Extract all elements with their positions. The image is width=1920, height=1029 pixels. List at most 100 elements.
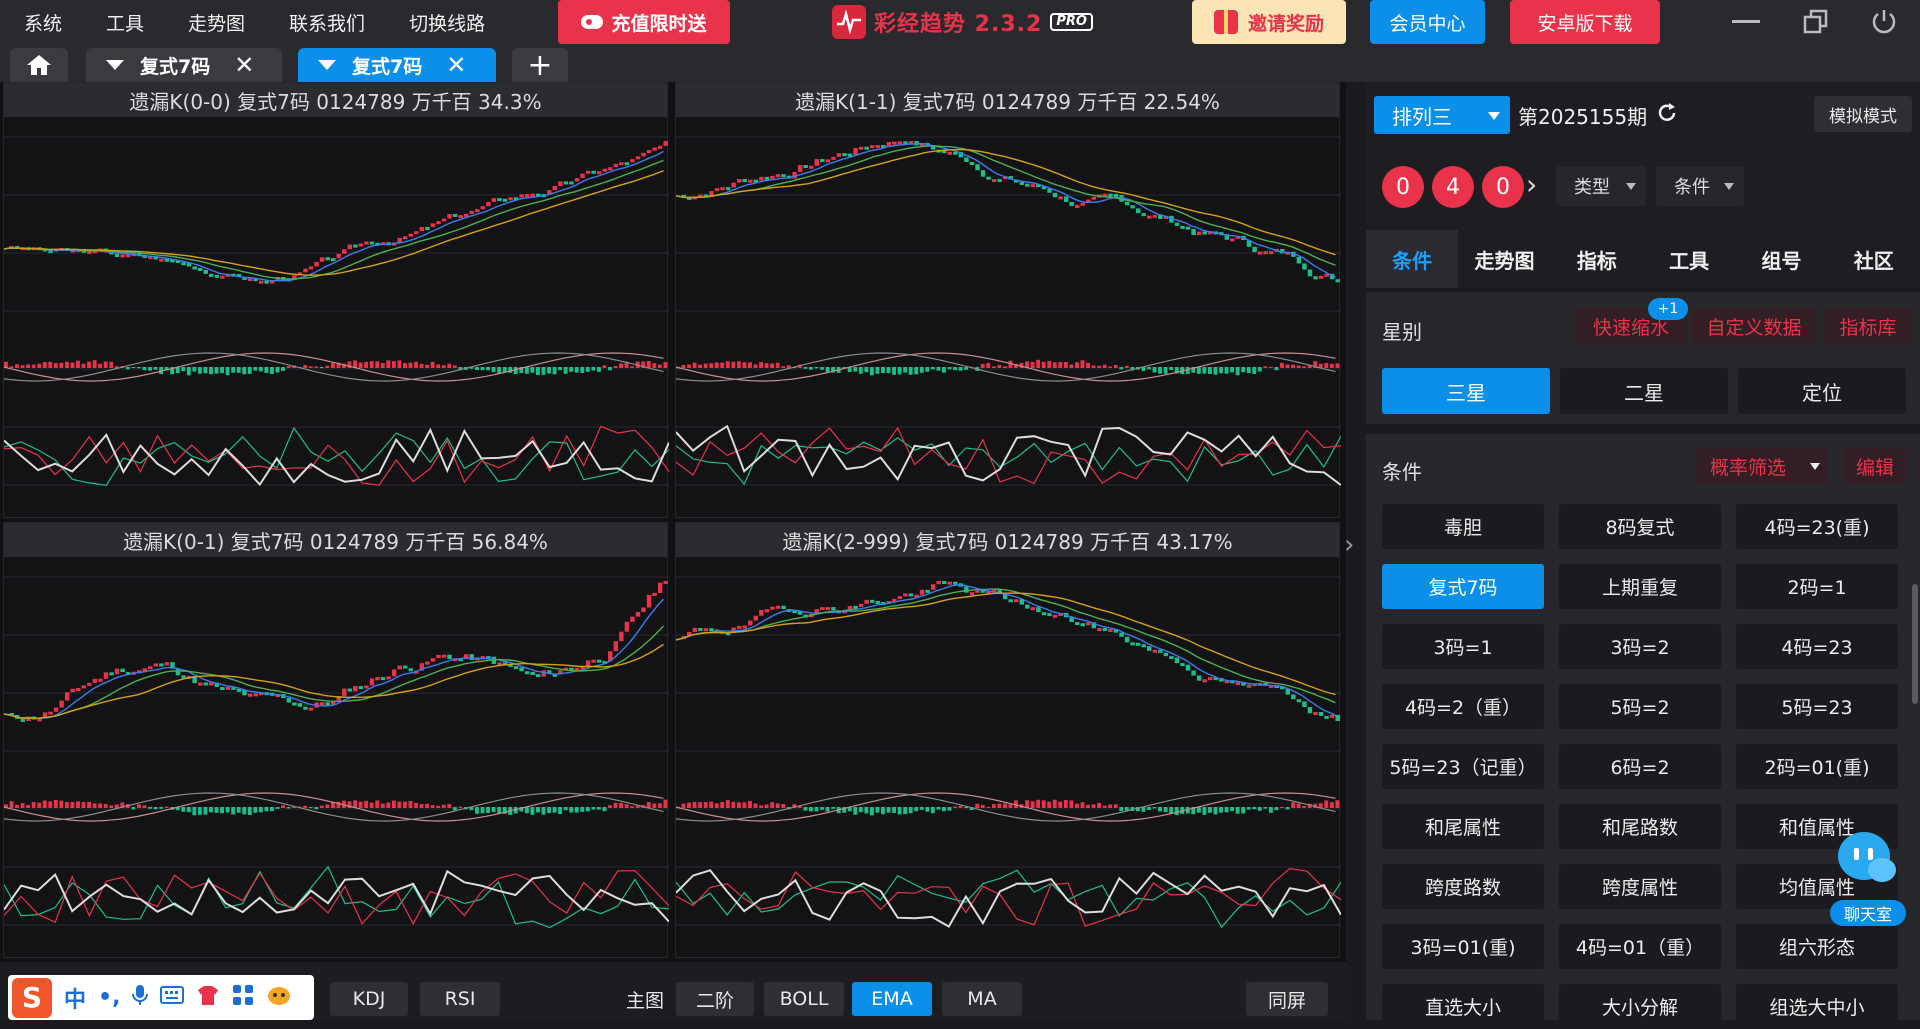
chevron-right-icon[interactable]: ›	[1344, 530, 1355, 560]
candle	[596, 659, 602, 663]
condition-button[interactable]: 3码=1	[1382, 624, 1544, 669]
home-tab[interactable]	[10, 48, 68, 82]
condition-button[interactable]: 4码=23	[1736, 624, 1898, 669]
scrollbar[interactable]	[1912, 584, 1918, 704]
main-ma-button[interactable]: MA	[942, 982, 1022, 1016]
chart-panel[interactable]: 遗漏K(1-1) 复式7码 0124789 万千百 22.54%	[675, 82, 1341, 518]
candle	[1246, 684, 1252, 688]
member-center-button[interactable]: 会员中心	[1370, 0, 1485, 44]
condition-button[interactable]: 组选大中小	[1736, 984, 1898, 1029]
condition-button[interactable]: 组六形态	[1736, 924, 1898, 969]
condition-button[interactable]: 2码=01(重)	[1736, 744, 1898, 789]
macd-bar	[9, 366, 14, 368]
input-method-toolbar[interactable]: S 中 •,	[8, 975, 314, 1020]
star-position-button[interactable]: 定位	[1738, 368, 1906, 414]
condition-button[interactable]: 4码=01（重）	[1559, 924, 1721, 969]
close-icon[interactable]: ✕	[234, 51, 255, 79]
condition-button[interactable]: 大小分解	[1559, 984, 1721, 1029]
condition-button[interactable]: 6码=2	[1559, 744, 1721, 789]
chevron-down-icon[interactable]	[106, 60, 124, 70]
invite-reward-button[interactable]: 邀请奖励	[1192, 0, 1346, 44]
chart-panel[interactable]: 遗漏K(2-999) 复式7码 0124789 万千百 43.17%	[675, 522, 1341, 958]
condition-dropdown[interactable]: 条件	[1656, 166, 1744, 206]
indicator-kdj-button[interactable]: KDJ	[330, 982, 408, 1016]
nav-tab-grouping[interactable]: 组号	[1761, 248, 1802, 273]
chart-panel[interactable]: 遗漏K(0-0) 复式7码 0124789 万千百 34.3%	[3, 82, 669, 518]
condition-button[interactable]: 上期重复	[1559, 564, 1721, 609]
minimize-icon[interactable]	[1726, 6, 1766, 38]
keyboard-icon[interactable]	[160, 985, 185, 1010]
chat-room-button[interactable]: 聊天室	[1826, 826, 1910, 930]
macd-bar	[652, 363, 657, 368]
simulation-mode-button[interactable]: 模拟模式	[1814, 96, 1912, 132]
custom-data-button[interactable]: 自定义数据	[1692, 308, 1816, 344]
ime-language[interactable]: 中	[64, 987, 87, 1013]
menu-switch-line[interactable]: 切换线路	[409, 12, 486, 35]
indicator-library-button[interactable]: 指标库	[1824, 308, 1912, 344]
condition-button[interactable]: 3码=01(重)	[1382, 924, 1544, 969]
kline-chart	[676, 576, 1341, 929]
main-second-order-button[interactable]: 二阶	[676, 982, 754, 1016]
condition-button[interactable]: 和尾路数	[1559, 804, 1721, 849]
close-icon[interactable]: ✕	[446, 51, 467, 79]
condition-button[interactable]: 8码复式	[1559, 504, 1721, 549]
ime-logo[interactable]: S	[12, 977, 52, 1018]
lottery-select[interactable]: 排列三	[1374, 96, 1510, 134]
menu-contact[interactable]: 联系我们	[289, 12, 366, 35]
nav-tab-conditions[interactable]: 条件	[1366, 230, 1459, 288]
nav-tab-community[interactable]: 社区	[1853, 248, 1894, 273]
mascot-icon[interactable]	[266, 984, 292, 1012]
same-screen-button[interactable]: 同屏	[1246, 982, 1328, 1016]
condition-button[interactable]: 4码=2（重）	[1382, 684, 1544, 729]
menu-tools[interactable]: 工具	[106, 12, 145, 35]
condition-button[interactable]: 5码=23（记重）	[1382, 744, 1544, 789]
edit-button[interactable]: 编辑	[1844, 448, 1906, 484]
macd-bar	[881, 807, 885, 815]
chart-panel[interactable]: 遗漏K(0-1) 复式7码 0124789 万千百 56.84%	[3, 522, 669, 958]
nav-tab-indicators[interactable]: 指标	[1576, 248, 1617, 273]
microphone-icon[interactable]	[132, 984, 149, 1012]
main-boll-button[interactable]: BOLL	[764, 982, 844, 1016]
condition-button[interactable]: 5码=2	[1559, 684, 1721, 729]
ime-punctuation[interactable]: •,	[98, 985, 121, 1010]
chevron-down-icon[interactable]	[318, 60, 336, 70]
recharge-promo-button[interactable]: 充值限时送	[558, 0, 730, 44]
condition-button[interactable]: 跨度路数	[1382, 864, 1544, 909]
candle	[20, 718, 26, 722]
tab-compound-7-first[interactable]: 复式7码 ✕	[86, 48, 282, 82]
candle	[369, 678, 375, 686]
star-two-button[interactable]: 二星	[1560, 368, 1728, 414]
probability-filter-dropdown[interactable]: 概率筛选	[1696, 448, 1828, 484]
macd-bar	[70, 362, 75, 368]
condition-button[interactable]: 毒胆	[1382, 504, 1544, 549]
condition-button[interactable]: 2码=1	[1736, 564, 1898, 609]
tab-compound-7-active[interactable]: 复式7码 ✕	[298, 48, 496, 82]
menu-system[interactable]: 系统	[24, 12, 63, 35]
nav-tab-trend[interactable]: 走势图	[1474, 248, 1535, 273]
chevron-right-icon[interactable]: ›	[1526, 168, 1538, 201]
type-dropdown[interactable]: 类型	[1556, 166, 1646, 206]
indicator-rsi-button[interactable]: RSI	[420, 982, 500, 1016]
restore-icon[interactable]	[1796, 6, 1836, 38]
android-download-button[interactable]: 安卓版下载	[1510, 0, 1660, 44]
grid-icon[interactable]	[232, 984, 254, 1012]
condition-button[interactable]: 4码=23(重)	[1736, 504, 1898, 549]
macd-bar	[42, 800, 47, 808]
nav-tab-tools[interactable]: 工具	[1669, 248, 1710, 273]
condition-button[interactable]: 和值属性	[1736, 804, 1898, 849]
condition-button[interactable]: 直选大小	[1382, 984, 1544, 1029]
condition-button[interactable]: 跨度属性	[1559, 864, 1721, 909]
menu-trend[interactable]: 走势图	[188, 12, 246, 35]
candle	[903, 593, 908, 597]
condition-button[interactable]: 3码=2	[1559, 624, 1721, 669]
main-ema-button[interactable]: EMA	[852, 982, 932, 1016]
macd-bar	[585, 367, 590, 372]
condition-button[interactable]: 5码=23	[1736, 684, 1898, 729]
power-icon[interactable]	[1864, 6, 1904, 38]
plus-icon[interactable]: +	[512, 48, 568, 83]
condition-button[interactable]: 复式7码	[1382, 564, 1544, 609]
condition-button[interactable]: 和尾属性	[1382, 804, 1544, 849]
refresh-icon[interactable]	[1656, 102, 1678, 128]
skin-icon[interactable]	[196, 984, 220, 1012]
star-three-button[interactable]: 三星	[1382, 368, 1550, 414]
